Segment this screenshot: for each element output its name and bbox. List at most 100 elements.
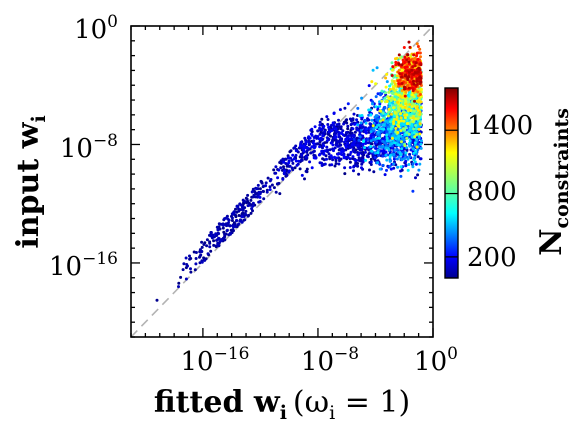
scatter-point <box>350 143 354 147</box>
scatter-point <box>400 63 404 67</box>
scatter-point <box>394 57 397 61</box>
scatter-point <box>384 85 388 89</box>
scatter-point <box>281 177 285 181</box>
scatter-point <box>410 105 414 109</box>
scatter-point <box>393 111 397 115</box>
scatter-point <box>316 135 320 138</box>
scatter-point <box>416 90 420 94</box>
scatter-point <box>369 113 373 117</box>
scatter-point <box>394 92 398 96</box>
scatter-point <box>400 82 404 85</box>
scatter-point <box>416 173 420 177</box>
scatter-point <box>205 244 209 248</box>
scatter-point <box>415 54 419 58</box>
scatter-point <box>355 118 359 122</box>
scatter-point <box>241 208 245 212</box>
x-axis-label: fitted wi (ωi = 1) <box>154 385 410 424</box>
scatter-point <box>184 277 188 281</box>
scatter-point <box>405 65 409 69</box>
scatter-point <box>324 154 328 158</box>
scatter-point <box>396 79 400 83</box>
scatter-point <box>392 157 396 161</box>
scatter-point <box>387 111 390 114</box>
scatter-point <box>388 84 392 88</box>
scatter-point <box>415 82 419 86</box>
scatter-point <box>392 106 396 110</box>
scatter-point <box>223 232 227 236</box>
scatter-point <box>334 127 338 131</box>
scatter-point <box>403 144 407 148</box>
scatter-point <box>417 66 421 70</box>
scatter-point <box>407 163 411 166</box>
scatter-point <box>418 120 422 124</box>
y-axis-label: input wi <box>11 115 50 248</box>
scatter-point <box>312 153 316 157</box>
scatter-point <box>377 139 381 142</box>
scatter-point <box>414 162 418 166</box>
scatter-point <box>407 114 411 118</box>
scatter-point <box>308 136 312 140</box>
scatter-point <box>388 164 392 168</box>
scatter-point <box>410 68 414 72</box>
scatter-point <box>333 146 337 150</box>
scatter-point <box>418 122 422 126</box>
scatter-point <box>250 207 254 211</box>
scatter-point <box>416 45 420 48</box>
scatter-point <box>372 127 376 131</box>
scatter-point <box>392 120 395 124</box>
scatter-point <box>385 80 389 84</box>
scatter-point <box>199 253 203 257</box>
scatter-point <box>402 46 406 49</box>
scatter-point <box>318 152 322 156</box>
scatter-point <box>375 140 379 144</box>
scatter-point <box>381 139 385 143</box>
scatter-point <box>378 145 381 149</box>
scatter-point <box>405 118 409 122</box>
scatter-point <box>233 222 237 226</box>
axis-ticks <box>130 25 434 338</box>
scatter-point <box>179 275 183 279</box>
scatter-point <box>264 181 268 185</box>
scatter-point <box>332 111 336 115</box>
y-tick-label-2: 10−16 <box>49 249 118 282</box>
scatter-point <box>318 145 322 149</box>
scatter-point <box>399 112 403 115</box>
scatter-point <box>335 156 339 160</box>
scatter-point <box>369 139 373 143</box>
scatter-point <box>302 149 306 153</box>
scatter-point <box>384 150 388 154</box>
scatter-point <box>408 155 412 159</box>
scatter-point <box>358 114 362 118</box>
scatter-point <box>360 156 364 160</box>
scatter-point <box>413 155 417 159</box>
scatter-point <box>382 127 386 131</box>
scatter-point <box>401 58 405 62</box>
scatter-point <box>363 150 367 154</box>
scatter-point <box>395 74 399 78</box>
scatter-point <box>323 130 327 133</box>
scatter-point <box>194 257 198 260</box>
scatter-point <box>291 161 295 165</box>
scatter-point <box>293 146 296 150</box>
scatter-point <box>208 245 212 249</box>
scatter-point <box>390 112 393 116</box>
scatter-point <box>402 85 406 89</box>
scatter-point <box>274 165 278 169</box>
scatter-point <box>415 133 419 136</box>
scatter-point <box>325 145 329 149</box>
scatter-point <box>418 162 422 166</box>
scatter-point <box>378 127 382 131</box>
scatter-point <box>293 166 297 170</box>
scatter-point <box>334 135 338 139</box>
scatter-point <box>399 129 403 133</box>
scatter-point <box>287 156 291 160</box>
scatter-point <box>338 147 342 151</box>
scatter-point <box>310 166 314 170</box>
scatter-point <box>416 100 420 104</box>
scatter-point <box>342 154 346 158</box>
scatter-point <box>379 93 382 97</box>
scatter-point <box>348 157 352 161</box>
scatter-point <box>300 173 304 177</box>
scatter-point <box>360 148 364 152</box>
y-tick-label-0: 100 <box>74 12 118 45</box>
